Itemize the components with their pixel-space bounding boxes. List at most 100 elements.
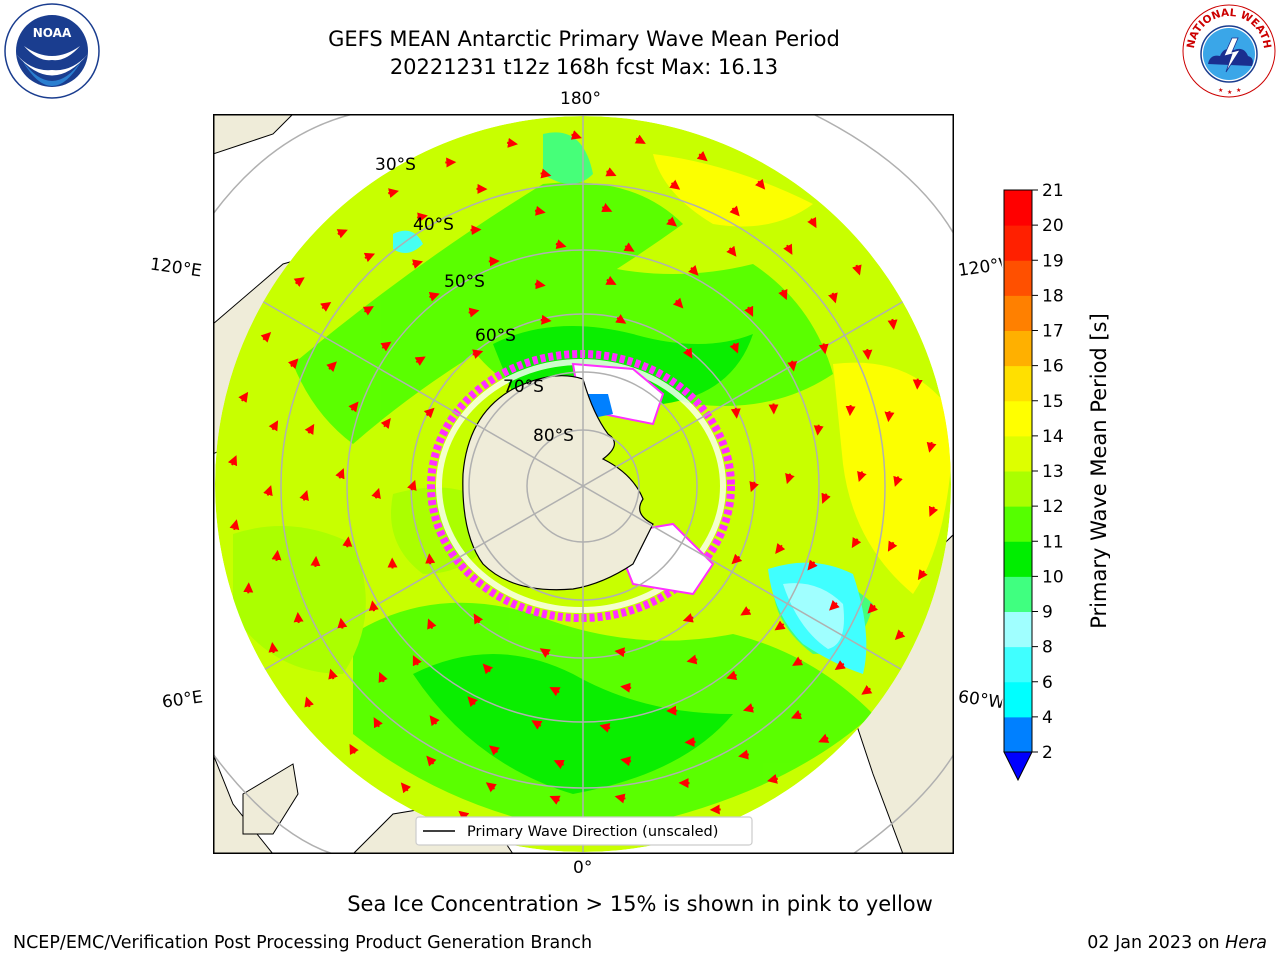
svg-text:★: ★ — [1218, 87, 1223, 94]
wave-direction-arrow — [634, 134, 646, 144]
wave-direction-arrow — [807, 216, 817, 229]
colorbar-tick-label: 4 — [1042, 708, 1053, 728]
colorbar-band — [1004, 190, 1032, 226]
wave-direction-arrow — [867, 602, 879, 614]
wave-direction-arrow — [380, 341, 392, 352]
wave-direction-arrow — [894, 629, 906, 641]
colorbar-band — [1004, 506, 1032, 542]
colorbar-tick-label: 2 — [1042, 743, 1053, 763]
polar-map: 30°S 40°S 50°S 60°S 70°S 80°S Primary Wa… — [213, 114, 954, 854]
colorbar-tick-label: 14 — [1042, 427, 1064, 447]
colorbar-band — [1004, 471, 1032, 507]
wave-direction-arrow — [926, 441, 937, 453]
wave-direction-arrow — [666, 216, 678, 227]
colorbar-tick-label: 15 — [1042, 392, 1064, 412]
wave-direction-arrow — [482, 663, 494, 675]
wave-direction-arrow — [813, 424, 824, 436]
colorbar-band — [1004, 435, 1032, 472]
wave-direction-arrow — [862, 348, 873, 360]
colorbar-tick-label: 16 — [1042, 357, 1064, 377]
colorbar-band — [1004, 330, 1032, 367]
svg-text:Primary Wave Direction (unscal: Primary Wave Direction (unscaled) — [467, 824, 718, 840]
wave-direction-arrow — [373, 717, 383, 729]
wave-direction-arrow — [821, 492, 831, 504]
wave-direction-arrow — [605, 167, 617, 177]
wave-direction-arrow — [227, 455, 238, 467]
wave-direction-arrow — [468, 307, 480, 318]
wave-direction-arrow — [380, 418, 391, 429]
wave-direction-arrow — [729, 205, 740, 217]
wave-direction-arrow — [416, 212, 428, 223]
lon-label-60e: 60°E — [160, 687, 205, 713]
wave-direction-arrow — [775, 543, 786, 554]
wave-direction-arrow — [304, 696, 314, 708]
chart-title: GEFS MEAN Antarctic Primary Wave Mean Pe… — [328, 27, 840, 51]
caption: Sea Ice Concentration > 15% is shown in … — [347, 892, 933, 916]
wave-direction-arrow — [427, 618, 437, 630]
wave-direction-arrow — [696, 151, 708, 162]
wave-direction-arrow — [531, 720, 543, 730]
wave-direction-arrow — [304, 423, 315, 436]
wave-direction-arrow — [326, 361, 337, 372]
lat-label-60s: 60°S — [475, 326, 516, 346]
wave-direction-arrow — [928, 505, 939, 517]
wave-direction-arrow — [336, 229, 348, 239]
wave-direction-arrow — [555, 239, 567, 249]
wave-direction-arrow — [686, 654, 698, 665]
svg-text:★: ★ — [1227, 89, 1232, 96]
colorbar-tick-label: 11 — [1042, 532, 1064, 552]
wave-direction-arrow — [263, 485, 273, 497]
wave-direction-arrow — [620, 756, 632, 767]
wave-direction-arrow — [425, 553, 436, 565]
wave-direction-arrow — [682, 347, 693, 359]
footer-left: NCEP/EMC/Verification Post Processing Pr… — [13, 933, 593, 953]
colorbar-band — [1004, 646, 1032, 683]
wave-direction-arrow — [549, 687, 561, 697]
wave-direction-arrow — [570, 130, 582, 140]
wave-direction-arrow — [407, 479, 417, 492]
noaa-logo: NOAA — [4, 3, 100, 99]
wave-direction-arrow — [293, 277, 305, 288]
wave-direction-arrow — [342, 536, 353, 548]
wave-direction-arrow — [539, 648, 551, 658]
wave-direction-arrow — [744, 305, 754, 317]
colorbar-band — [1004, 716, 1032, 753]
wave-direction-arrow — [829, 600, 840, 611]
wave-direction-arrow — [423, 407, 435, 419]
wave-direction-arrow — [790, 709, 803, 720]
svg-text:★: ★ — [1236, 87, 1241, 94]
wave-direction-arrow — [553, 759, 565, 770]
wave-direction-arrow — [682, 613, 694, 623]
wave-direction-arrow — [337, 617, 348, 629]
wave-direction-arrow — [731, 553, 743, 565]
colorbar-band — [1004, 400, 1032, 437]
wave-direction-arrow — [792, 656, 804, 666]
colorbar: 2 4 6 8 9 10 11 12 13 14 15 16 17 18 19 20 21 Primary Wav… — [1003, 181, 1110, 782]
wave-direction-arrow — [787, 360, 798, 372]
wave-direction-arrow — [534, 205, 546, 216]
wave-direction-arrow — [669, 179, 681, 190]
colorbar-band — [1004, 576, 1032, 612]
colorbar-tick-label: 8 — [1042, 638, 1053, 658]
wave-direction-arrow — [428, 291, 440, 302]
wave-direction-arrow — [467, 696, 478, 707]
wave-direction-arrow — [672, 297, 684, 309]
wave-direction-arrow — [238, 391, 249, 403]
direction-legend: Primary Wave Direction (unscaled) — [415, 816, 753, 846]
wave-direction-arrow — [470, 225, 482, 236]
wave-direction-arrow — [807, 559, 818, 571]
wave-direction-arrow — [473, 613, 484, 625]
wave-direction-arrow — [834, 660, 846, 671]
colorbar-band — [1004, 260, 1032, 296]
wave-direction-arrow — [861, 684, 873, 695]
colorbar-tick-label: 18 — [1042, 286, 1064, 306]
graticule — [215, 116, 951, 852]
wave-direction-arrow — [749, 480, 759, 493]
wave-direction-arrow — [348, 401, 359, 413]
wave-direction-arrow — [785, 473, 795, 485]
wave-direction-arrow — [534, 279, 546, 290]
wave-direction-arrow — [818, 343, 829, 355]
wave-direction-arrow — [887, 540, 898, 552]
colorbar-tick-label: 19 — [1042, 251, 1064, 271]
wave-direction-arrow — [912, 378, 923, 390]
